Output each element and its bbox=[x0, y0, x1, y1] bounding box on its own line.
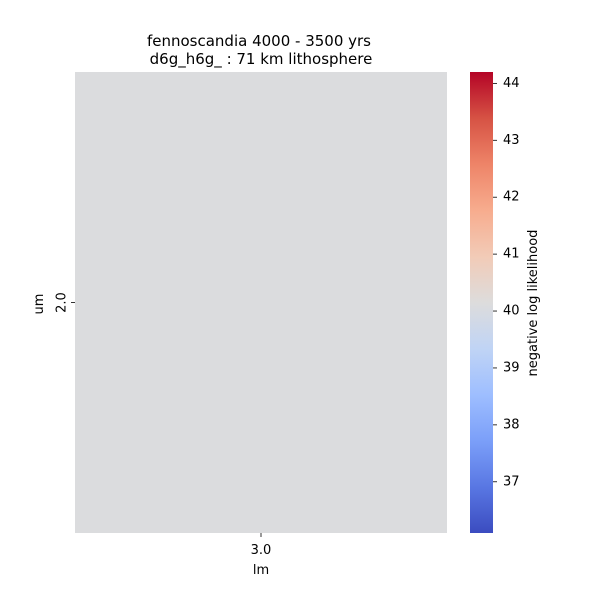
colorbar-tick-label: 42 bbox=[503, 190, 520, 205]
colorbar-tick-label: 44 bbox=[503, 76, 520, 91]
colorbar-ticks: 37 38 39 40 41 42 43 44 bbox=[493, 76, 520, 489]
y-axis-ticks: 2.0 bbox=[55, 292, 75, 313]
y-tick-label: 2.0 bbox=[55, 292, 70, 313]
chart-title-line-2: d6g_h6g_ : 71 km lithosphere bbox=[150, 50, 373, 69]
heatmap-plot-area bbox=[75, 72, 447, 533]
colorbar-label: negative log likelihood bbox=[526, 230, 541, 377]
x-axis-ticks: 3.0 bbox=[251, 533, 272, 558]
colorbar-tick-label: 40 bbox=[503, 304, 520, 319]
colorbar-tick-label: 41 bbox=[503, 247, 520, 262]
heatmap-cell bbox=[75, 72, 447, 533]
colorbar-tick-label: 37 bbox=[503, 474, 520, 489]
x-tick-label: 3.0 bbox=[251, 543, 272, 558]
x-axis-label: lm bbox=[253, 563, 269, 578]
chart-title-line-1: fennoscandia 4000 - 3500 yrs bbox=[147, 32, 371, 50]
colorbar bbox=[470, 72, 493, 533]
y-axis-label: um bbox=[32, 294, 47, 315]
colorbar-tick-label: 38 bbox=[503, 417, 520, 432]
colorbar-tick-label: 43 bbox=[503, 133, 520, 148]
colorbar-tick-label: 39 bbox=[503, 360, 520, 375]
